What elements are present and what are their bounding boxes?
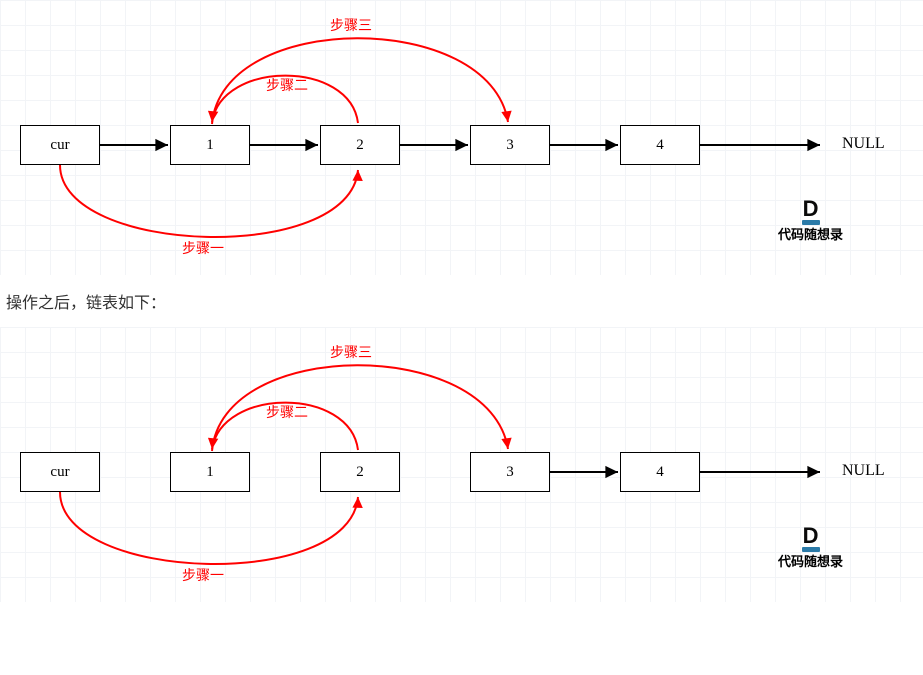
null-label: NULL (842, 135, 885, 153)
node-n1: 1 (170, 125, 250, 165)
node-n2: 2 (320, 125, 400, 165)
step-label-1: 步骤一 (182, 238, 224, 258)
diagram-panel-after: cur 1 2 3 4 NULL 步骤一 步骤二 步骤三 D代码随想录 (0, 327, 923, 602)
node-n3: 3 (470, 452, 550, 492)
watermark: D代码随想录 (778, 200, 843, 243)
step-label-2: 步骤二 (266, 402, 308, 422)
caption-text: 操作之后，链表如下： (0, 275, 923, 327)
step-label-2: 步骤二 (266, 75, 308, 95)
null-label: NULL (842, 462, 885, 480)
node-n2: 2 (320, 452, 400, 492)
node-cur: cur (20, 125, 100, 165)
step-label-3: 步骤三 (330, 342, 372, 362)
node-n4: 4 (620, 125, 700, 165)
step-label-3: 步骤三 (330, 15, 372, 35)
node-cur: cur (20, 452, 100, 492)
node-n1: 1 (170, 452, 250, 492)
node-n3: 3 (470, 125, 550, 165)
step-label-1: 步骤一 (182, 565, 224, 585)
watermark: D代码随想录 (778, 527, 843, 570)
node-n4: 4 (620, 452, 700, 492)
diagram-panel-before: cur 1 2 3 4 NULL 步骤一 步骤二 步骤三 D代码随想录 (0, 0, 923, 275)
